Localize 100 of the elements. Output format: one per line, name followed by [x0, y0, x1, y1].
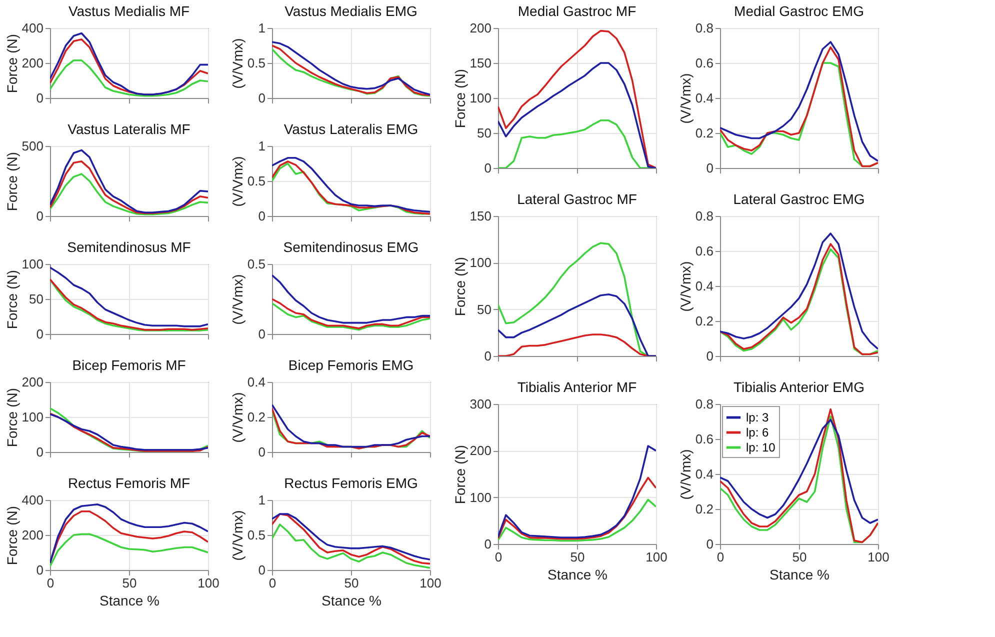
line-series — [50, 160, 208, 214]
y-tick-label: 200 — [22, 56, 44, 70]
y-tick-label: 0 — [484, 160, 492, 176]
y-tick-label: 0.5 — [247, 174, 266, 188]
y-tick-label: 0 — [258, 562, 266, 578]
y-tick-label: 0.4 — [695, 278, 714, 294]
y-tick-label: 150 — [470, 56, 492, 70]
chart-title: Lateral Gastroc MF — [517, 191, 637, 207]
x-axis-title: Stance % — [100, 592, 160, 608]
y-axis-title: Force (N) — [4, 34, 20, 94]
x-axis-title: Stance % — [548, 566, 608, 582]
y-tick-label: 1 — [258, 138, 266, 154]
y-tick-label: 50 — [477, 126, 492, 140]
y-tick-label: 0 — [36, 90, 44, 106]
y-tick-label: 0 — [258, 326, 266, 342]
x-tick-label: 100 — [868, 550, 890, 564]
y-axis-title: Force (N) — [4, 506, 20, 566]
y-tick-label: 0 — [484, 348, 492, 364]
y-tick-label: 0 — [706, 160, 714, 176]
line-series — [498, 476, 656, 540]
y-tick-label: 0 — [706, 348, 714, 364]
y-tick-label: 0 — [706, 536, 714, 552]
y-axis-title: (V/Vmx) — [229, 156, 246, 207]
y-tick-label: 0 — [36, 326, 44, 342]
y-tick-label: 100 — [22, 256, 44, 272]
y-axis-title: (V/Vmx) — [677, 73, 694, 124]
chart-title: Tibialis Anterior MF — [517, 379, 637, 395]
y-tick-label: 200 — [22, 528, 44, 542]
y-tick-label: 50 — [29, 292, 44, 306]
y-tick-label: 0.6 — [695, 56, 714, 70]
y-axis-title: (V/Vmx) — [229, 510, 246, 561]
y-tick-label: 0.2 — [695, 314, 714, 328]
y-tick-label: 0 — [258, 208, 266, 224]
y-tick-label: 0.2 — [695, 126, 714, 140]
y-tick-label: 0.6 — [695, 244, 714, 258]
chart-title: Bicep Femoris MF — [72, 357, 186, 373]
chart-title: Tibialis Anterior EMG — [734, 379, 864, 395]
x-tick-label: 50 — [792, 550, 807, 564]
y-axis-title: Force (N) — [452, 256, 468, 316]
y-tick-label: 0 — [36, 562, 44, 578]
y-tick-label: 0.8 — [695, 20, 714, 36]
y-axis-title: Force (N) — [4, 152, 20, 212]
chart-title: Semitendinosus MF — [67, 239, 191, 255]
chart-title: Medial Gastroc MF — [518, 3, 636, 19]
line-series — [50, 266, 208, 328]
y-tick-label: 200 — [470, 443, 492, 458]
y-tick-label: 0.5 — [247, 528, 266, 542]
y-tick-label: 500 — [22, 138, 44, 154]
y-tick-label: 0.4 — [695, 90, 714, 106]
x-tick-label: 50 — [122, 576, 137, 590]
line-series — [50, 533, 208, 568]
y-tick-label: 300 — [470, 396, 492, 412]
x-tick-label: 0 — [46, 576, 54, 590]
y-tick-label: 0.4 — [247, 374, 266, 390]
y-axis-title: (V/Vmx) — [229, 38, 246, 89]
y-tick-label: 0.8 — [695, 396, 714, 412]
legend-label: lp: 6 — [746, 426, 770, 440]
chart-title: Vastus Medialis MF — [68, 3, 190, 19]
y-tick-label: 0.5 — [247, 56, 266, 70]
x-tick-label: 100 — [198, 576, 220, 590]
y-tick-label: 100 — [470, 255, 492, 270]
y-tick-label: 0.5 — [247, 256, 266, 272]
chart-title: Vastus Medialis EMG — [284, 3, 418, 19]
y-tick-label: 1 — [258, 20, 266, 36]
y-tick-label: 100 — [470, 90, 492, 106]
y-tick-label: 0 — [36, 208, 44, 224]
chart-title: Bicep Femoris EMG — [288, 357, 414, 373]
line-series — [272, 274, 430, 324]
x-tick-label: 0 — [268, 576, 276, 590]
y-axis-title: (V/Vmx) — [229, 392, 246, 443]
y-axis-title: (V/Vmx) — [677, 261, 694, 312]
y-tick-label: 400 — [22, 492, 44, 508]
y-tick-label: 200 — [470, 20, 492, 36]
y-tick-label: 150 — [470, 208, 492, 224]
y-tick-label: 0.2 — [695, 502, 714, 516]
x-tick-label: 50 — [570, 550, 585, 564]
legend-label: lp: 10 — [746, 440, 776, 454]
line-series — [498, 445, 656, 538]
x-tick-label: 100 — [646, 550, 668, 564]
y-tick-label: 100 — [470, 490, 492, 505]
y-axis-title: Force (N) — [4, 270, 20, 330]
y-axis-title: Force (N) — [452, 68, 468, 128]
y-tick-label: 50 — [477, 302, 492, 317]
y-axis-title: (V/Vmx) — [229, 274, 246, 325]
y-tick-label: 0.8 — [695, 208, 714, 224]
y-tick-label: 0.6 — [695, 432, 714, 446]
chart-title: Vastus Lateralis MF — [68, 121, 190, 137]
x-tick-label: 100 — [420, 576, 442, 590]
chart-title: Rectus Femoris EMG — [284, 475, 418, 491]
x-tick-label: 0 — [716, 550, 724, 564]
y-tick-label: 0.2 — [247, 410, 266, 424]
y-tick-label: 200 — [22, 374, 44, 390]
x-tick-label: 0 — [494, 550, 502, 564]
y-tick-label: 0.4 — [695, 466, 714, 482]
y-tick-label: 0 — [258, 90, 266, 106]
line-series — [498, 498, 656, 542]
y-tick-label: 0 — [258, 444, 266, 460]
chart-title: Semitendinosus EMG — [283, 239, 419, 255]
y-axis-title: (V/Vmx) — [677, 449, 694, 500]
y-axis-title: Force (N) — [4, 388, 20, 448]
